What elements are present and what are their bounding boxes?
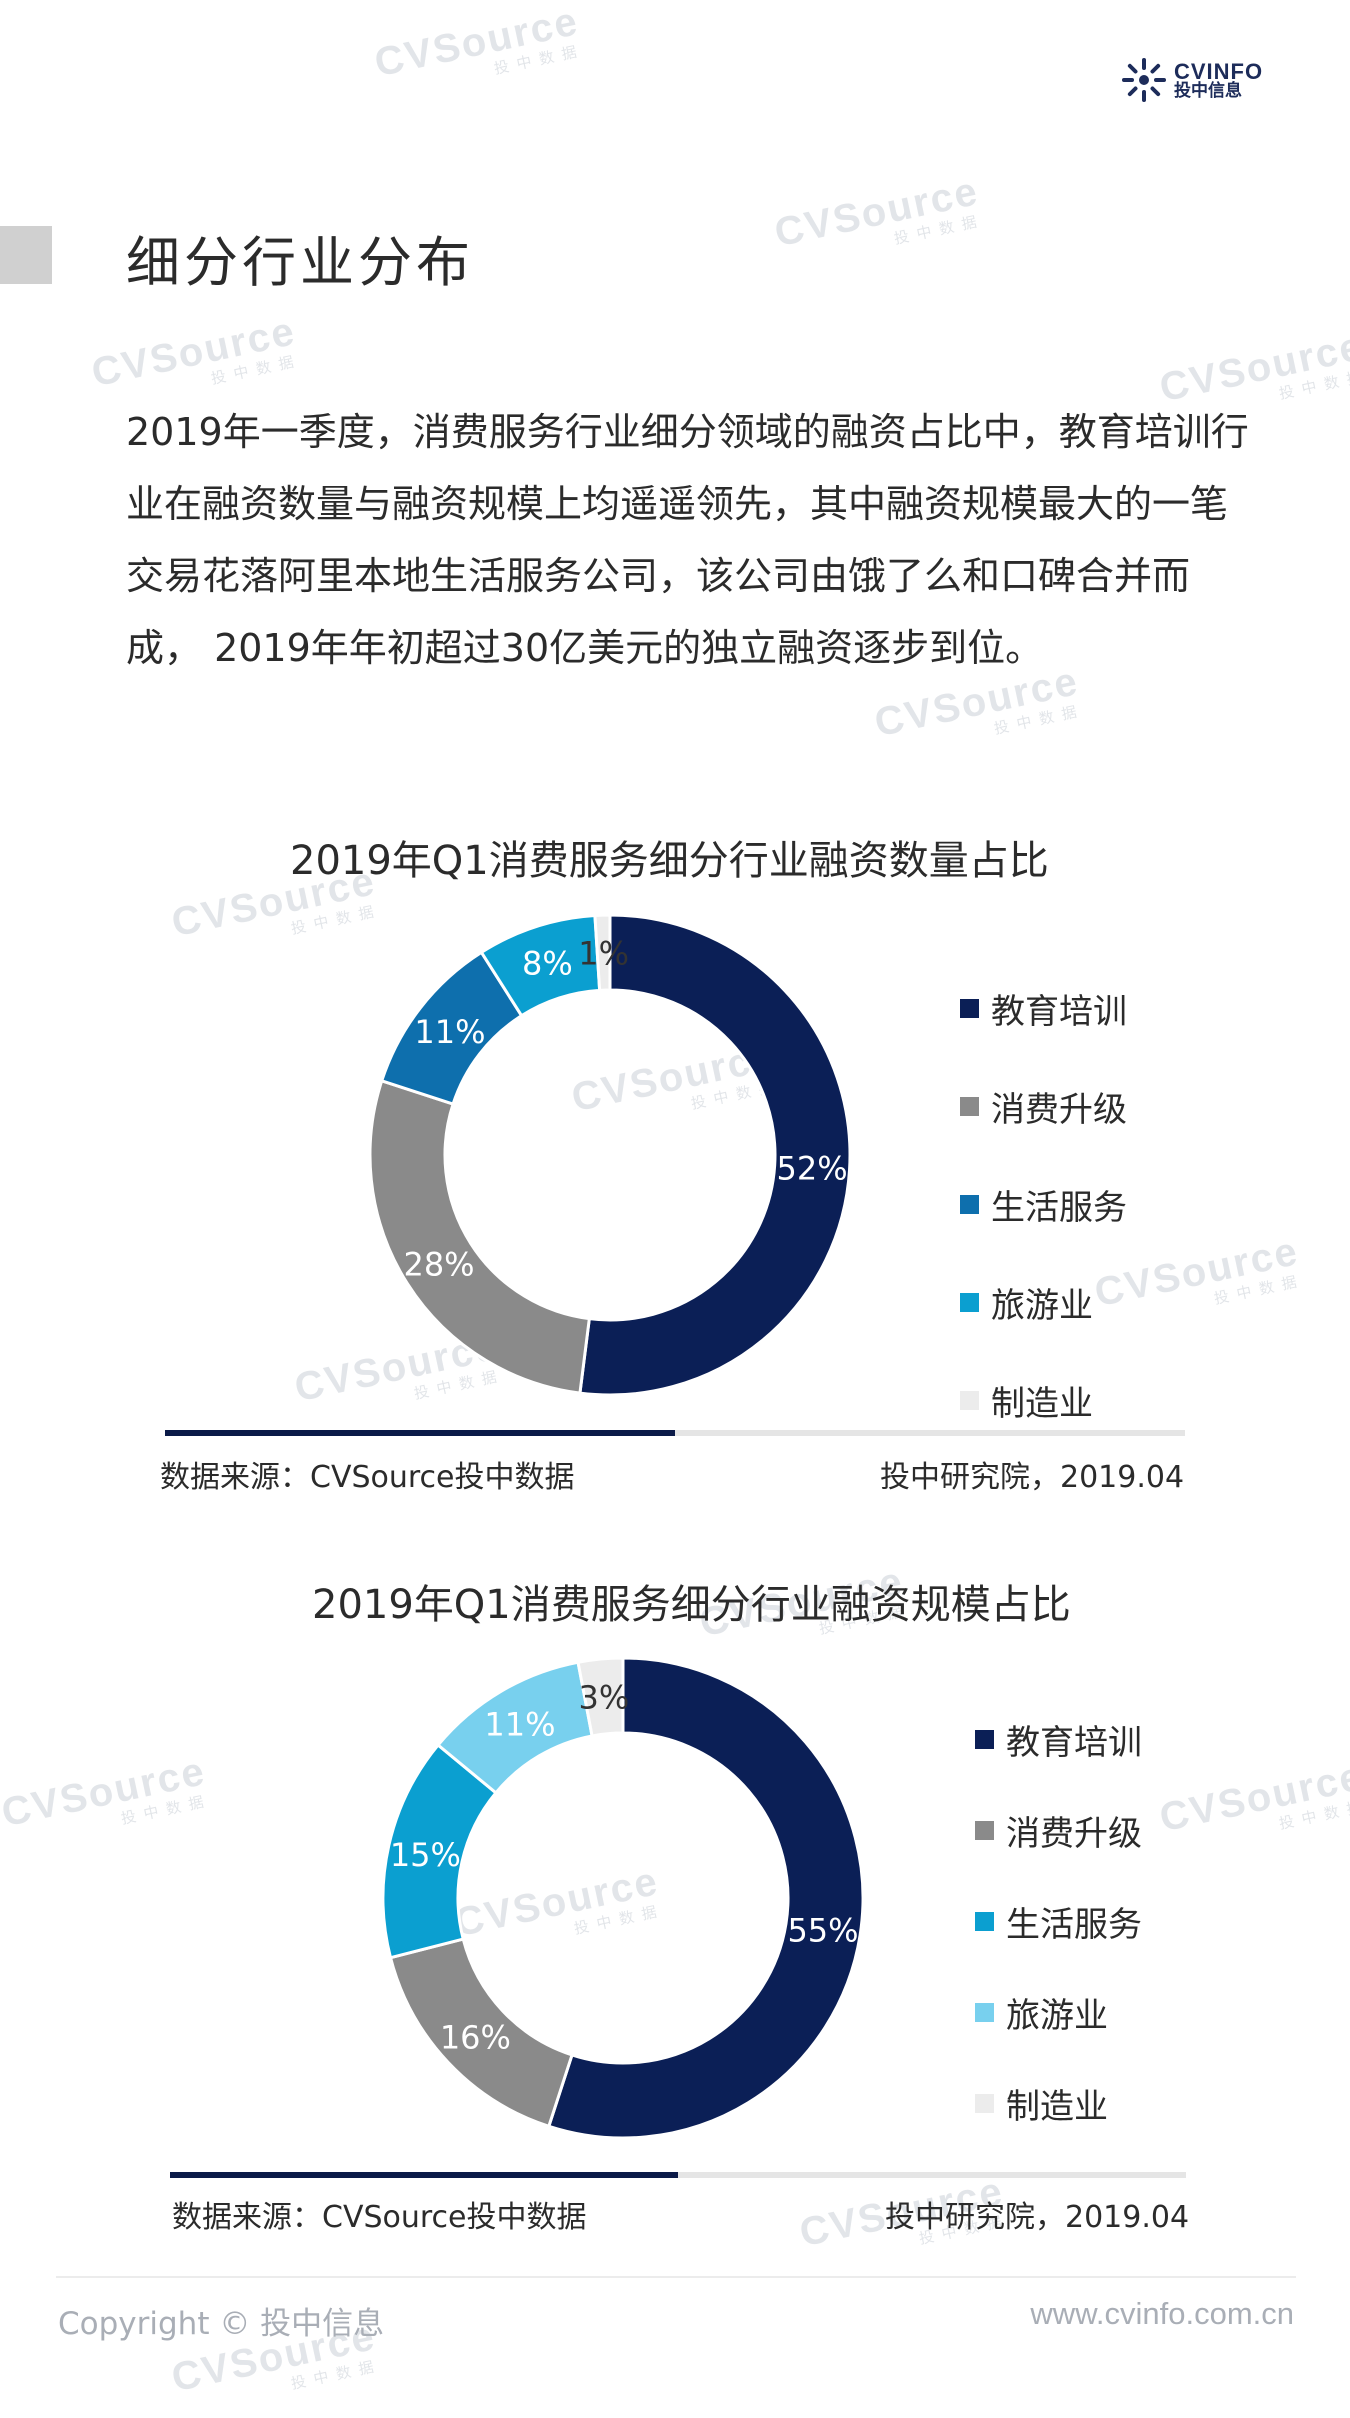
chart-credit: 投中研究院，2019.04 xyxy=(885,2200,1190,2235)
legend-label: 教育培训 xyxy=(991,992,1127,1032)
legend-item: 制造业 xyxy=(975,2079,1142,2128)
slice-label-1: 28% xyxy=(403,1246,474,1284)
legend-swatch xyxy=(960,999,979,1018)
legend-swatch xyxy=(960,1097,979,1116)
footer-divider xyxy=(56,2276,1296,2278)
watermark: CVSource 投中数据 xyxy=(770,169,987,256)
chart-divider-light xyxy=(675,1430,1185,1436)
watermark: CVSource 投中数据 xyxy=(1155,1754,1350,1841)
donut-chart-count: 52% 28% 11% 8% 1% xyxy=(368,913,852,1397)
intro-paragraph: 2019年一季度，消费服务行业细分领域的融资占比中，教育培训行业在融资数量与融资… xyxy=(126,410,1249,670)
chart-divider-light xyxy=(678,2172,1186,2178)
legend-item: 教育培训 xyxy=(975,1715,1142,1764)
legend-label: 消费升级 xyxy=(991,1090,1127,1130)
legend-label: 制造业 xyxy=(1006,2087,1108,2127)
slice-label-3: 11% xyxy=(484,1706,555,1744)
legend-label: 旅游业 xyxy=(991,1286,1093,1326)
cvinfo-logo-icon xyxy=(1122,58,1166,102)
legend-item: 教育培训 xyxy=(960,984,1127,1033)
chart-divider-dark xyxy=(170,2172,678,2178)
footer-copyright: Copyright © 投中信息 xyxy=(58,2306,385,2342)
legend-item: 生活服务 xyxy=(975,1897,1142,1946)
chart-legend: 教育培训消费升级生活服务旅游业制造业 xyxy=(975,1715,1142,2170)
legend-swatch xyxy=(975,1821,994,1840)
legend-item: 旅游业 xyxy=(975,1988,1142,2037)
legend-item: 旅游业 xyxy=(960,1278,1127,1327)
chart-source: 数据来源：CVSource投中数据 xyxy=(160,1460,575,1495)
watermark: CVSource 投中数据 xyxy=(370,0,587,86)
legend-swatch xyxy=(960,1293,979,1312)
slice-label-0: 55% xyxy=(787,1912,858,1950)
chart-divider-dark xyxy=(165,1430,675,1436)
chart-title: 2019年Q1消费服务细分行业融资数量占比 xyxy=(290,838,1049,884)
legend-item: 消费升级 xyxy=(960,1082,1127,1131)
slice-label-3: 8% xyxy=(522,944,573,982)
slice-label-4: 1% xyxy=(578,935,629,973)
legend-label: 消费升级 xyxy=(1006,1814,1142,1854)
donut-chart-scale: 55% 16% 15% 11% 3% xyxy=(381,1656,865,2140)
chart-legend: 教育培训消费升级生活服务旅游业制造业 xyxy=(960,984,1127,1474)
slice-label-2: 11% xyxy=(414,1013,485,1051)
legend-swatch xyxy=(975,2094,994,2113)
brand-logo: CVINFO 投中信息 xyxy=(1120,56,1263,104)
donut-slice-0 xyxy=(546,1656,865,2140)
donut-slice-4 xyxy=(593,913,612,992)
legend-swatch xyxy=(975,1730,994,1749)
donut-slice-0 xyxy=(578,913,852,1397)
legend-label: 教育培训 xyxy=(1006,1723,1142,1763)
slice-label-1: 16% xyxy=(440,2019,511,2057)
legend-item: 消费升级 xyxy=(975,1806,1142,1855)
legend-swatch xyxy=(975,2003,994,2022)
legend-label: 生活服务 xyxy=(991,1188,1127,1228)
watermark: CVSource 投中数据 xyxy=(0,1749,214,1836)
legend-swatch xyxy=(960,1391,979,1410)
donut-slice-1 xyxy=(368,1078,591,1395)
legend-label: 旅游业 xyxy=(1006,1996,1108,2036)
legend-item: 制造业 xyxy=(960,1376,1127,1425)
page-title: 细分行业分布 xyxy=(126,231,474,294)
chart-credit: 投中研究院，2019.04 xyxy=(880,1460,1185,1495)
legend-swatch xyxy=(960,1195,979,1214)
legend-item: 生活服务 xyxy=(960,1180,1127,1229)
legend-label: 制造业 xyxy=(991,1384,1093,1424)
legend-swatch xyxy=(975,1912,994,1931)
slice-label-4: 3% xyxy=(579,1678,630,1716)
footer-website: www.cvinfo.com.cn xyxy=(1030,2296,1294,2331)
donut-slice-4 xyxy=(576,1656,625,1738)
brand-name-cn: 投中信息 xyxy=(1174,80,1242,101)
brand-name-en: CVINFO xyxy=(1174,58,1264,84)
title-accent-bar xyxy=(0,226,52,284)
slice-label-0: 52% xyxy=(777,1150,848,1188)
legend-label: 生活服务 xyxy=(1006,1905,1142,1945)
chart-title: 2019年Q1消费服务细分行业融资规模占比 xyxy=(312,1582,1071,1628)
slice-label-2: 15% xyxy=(390,1836,461,1874)
chart-source: 数据来源：CVSource投中数据 xyxy=(172,2200,587,2235)
